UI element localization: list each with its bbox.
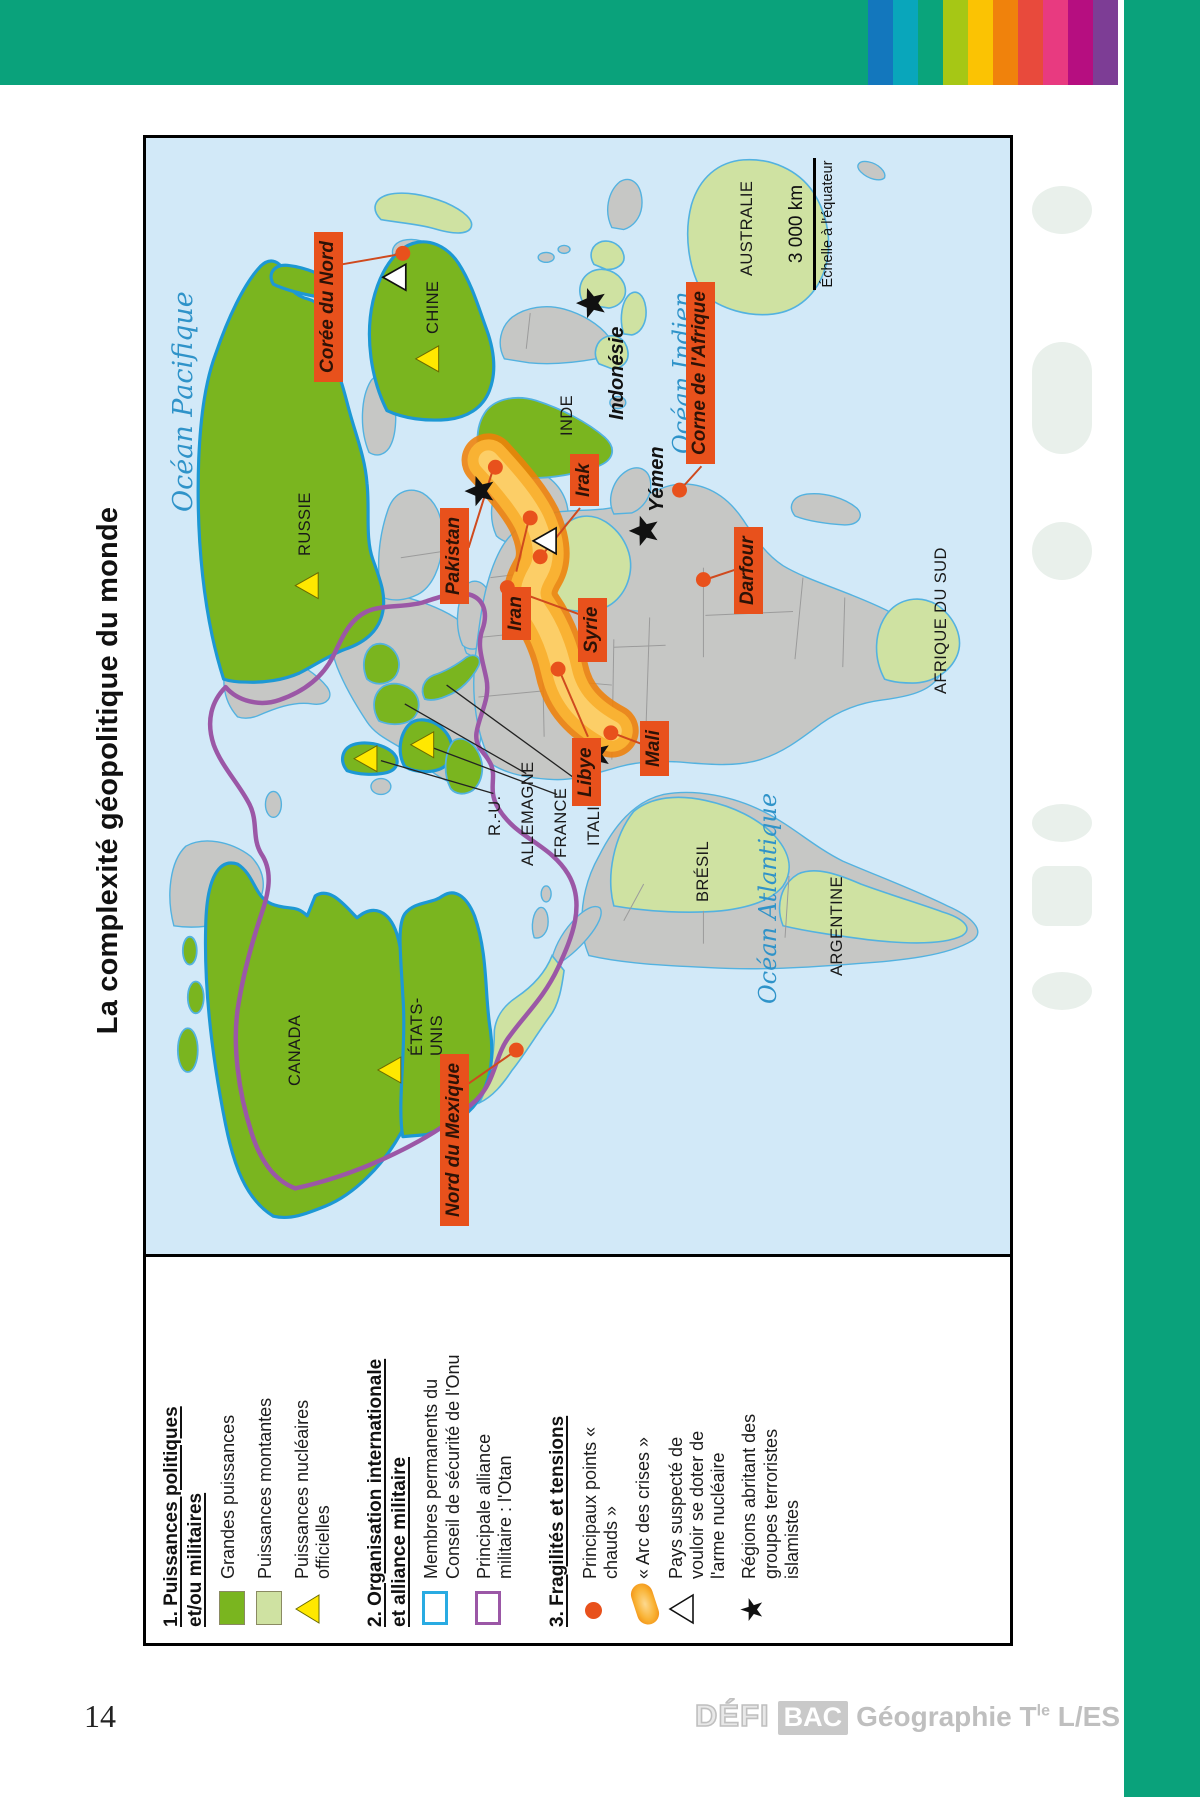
rising-power-swatch-icon xyxy=(255,1591,282,1625)
legend-item-grandes: Grandes puissances xyxy=(218,1267,245,1627)
legend-item-points-chauds: Principaux points « chauds » xyxy=(580,1267,622,1627)
brand-stripe xyxy=(993,0,1018,85)
crisis-label-irak: Irak xyxy=(570,454,599,506)
defibac-bac-logo: BAC xyxy=(777,1701,849,1735)
figure-frame: 1. Puissances politiques et/ou militaire… xyxy=(143,135,1013,1646)
crisis-label-iran: Iran xyxy=(502,587,531,640)
nato-swatch-icon xyxy=(474,1591,501,1625)
defibac-defi-logo: DÉFI xyxy=(694,1697,770,1734)
rotated-figure: La complexité géopolitique du monde 1. P… xyxy=(85,135,1013,1646)
label-yemen: Yémen xyxy=(646,446,668,512)
brand-stripe xyxy=(918,0,943,85)
label-ru: R.-U. xyxy=(486,795,504,837)
label-bresil: BRÉSIL xyxy=(694,840,712,902)
side-tab xyxy=(1032,866,1092,926)
label-allemagne: ALLEMAGNE xyxy=(519,761,537,866)
label-argentine: ARGENTINE xyxy=(828,876,846,976)
legend-item-nucleaires: Puissances nucléaires officielles xyxy=(292,1267,334,1627)
side-tab xyxy=(1032,522,1092,580)
brand-stripe xyxy=(868,0,893,85)
rising-powers xyxy=(374,158,968,1105)
security-council-swatch-icon xyxy=(422,1591,449,1625)
label-france: FRANCE xyxy=(552,787,570,858)
brand-stripe xyxy=(893,0,918,85)
map-scale: 3 000 km Échelle à l'équateur xyxy=(786,142,836,306)
ocean-pacifique-label: Océan Pacifique xyxy=(168,291,199,512)
brand-stripe xyxy=(1043,0,1068,85)
crisis-label-mali: Mali xyxy=(640,721,669,776)
scale-distance: 3 000 km xyxy=(786,184,807,264)
side-tab xyxy=(1032,804,1092,842)
label-canada: CANADA xyxy=(286,1014,304,1086)
brand-stripe xyxy=(968,0,993,85)
crisis-label-coree: Corée du Nord xyxy=(314,232,343,382)
map-title: La complexité géopolitique du monde xyxy=(92,506,124,1035)
ocean-atlantique-label: Océan Atlantique xyxy=(754,792,782,1004)
label-etats-unis-2: UNIS xyxy=(428,1014,446,1056)
brand-stripe xyxy=(943,0,968,85)
great-power-swatch-icon xyxy=(218,1591,245,1625)
label-afrique-du-sud: AFRIQUE DU SUD xyxy=(932,547,950,694)
legend-item-onu: Membres permanents du Conseil de sécurit… xyxy=(421,1267,463,1627)
right-green-rail xyxy=(1124,0,1200,1797)
world-map-svg xyxy=(169,158,979,1220)
side-tab xyxy=(1032,186,1092,234)
hot-point-icon xyxy=(585,1602,603,1619)
yellow-triangle-icon xyxy=(294,1594,319,1624)
legend-section2-title: 2. Organisation internationale et allian… xyxy=(364,1358,410,1627)
crisis-label-syrie: Syrie xyxy=(578,597,607,662)
legend-item-otan: Principale alliance militaire : l'Otan xyxy=(474,1267,516,1627)
europe-leader-lines xyxy=(380,684,591,796)
footer-subject: Géographie Tle L/ES xyxy=(856,1701,1120,1732)
white-triangle-icon xyxy=(668,1593,694,1625)
color-stripes xyxy=(868,0,1118,85)
legend-item-suspect: Pays suspecté de vouloir se doter de l'a… xyxy=(666,1267,730,1627)
black-star-icon: ★ xyxy=(736,1596,770,1623)
legend-item-islamistes: ★ Régions abritant des groupes terrorist… xyxy=(736,1413,802,1623)
crisis-label-libye: Libye xyxy=(572,738,601,806)
top-brand-bar xyxy=(0,0,1118,85)
scale-note: Échelle à l'équateur xyxy=(820,160,836,288)
brand-stripe xyxy=(1068,0,1093,85)
footer-brand: DÉFI BAC Géographie Tle L/ES xyxy=(560,1697,1120,1735)
label-indonesie: Indonésie xyxy=(606,326,628,420)
legend-section3-title: 3. Fragilités et tensions xyxy=(547,1415,569,1627)
label-russie: RUSSIE xyxy=(296,492,314,556)
legend-section1-title: 1. Puissances politiques et/ou militaire… xyxy=(161,1406,206,1627)
label-australie: AUSTRALIE xyxy=(738,180,756,276)
crisis-label-darfour: Darfour xyxy=(734,527,763,614)
brand-stripe xyxy=(1093,0,1118,85)
hot-point-dots xyxy=(395,245,711,1058)
legend-item-montantes: Puissances montantes xyxy=(255,1267,282,1627)
brand-stripe xyxy=(1018,0,1043,85)
label-inde: INDE xyxy=(558,394,576,436)
side-tab xyxy=(1032,972,1092,1010)
map-legend: 1. Puissances politiques et/ou militaire… xyxy=(146,1257,1010,1643)
crisis-label-pakistan: Pakistan xyxy=(440,507,469,604)
side-tab xyxy=(1032,342,1092,454)
nato-outline xyxy=(207,591,579,1191)
label-chine: CHINE xyxy=(424,280,442,334)
crisis-label-corne: Corne de l'Afrique xyxy=(686,282,715,464)
crisis-label-mexique: Nord du Mexique xyxy=(440,1053,469,1226)
label-etats-unis-1: ÉTATS- xyxy=(408,997,426,1056)
crisis-arc-icon xyxy=(627,1580,662,1628)
page-number: 14 xyxy=(84,1698,116,1734)
legend-item-arc: « Arc des crises » xyxy=(627,1267,662,1628)
scale-bar xyxy=(813,158,816,290)
world-map: Océan Pacifique Océan Indien Océan Atlan… xyxy=(146,138,1010,1257)
